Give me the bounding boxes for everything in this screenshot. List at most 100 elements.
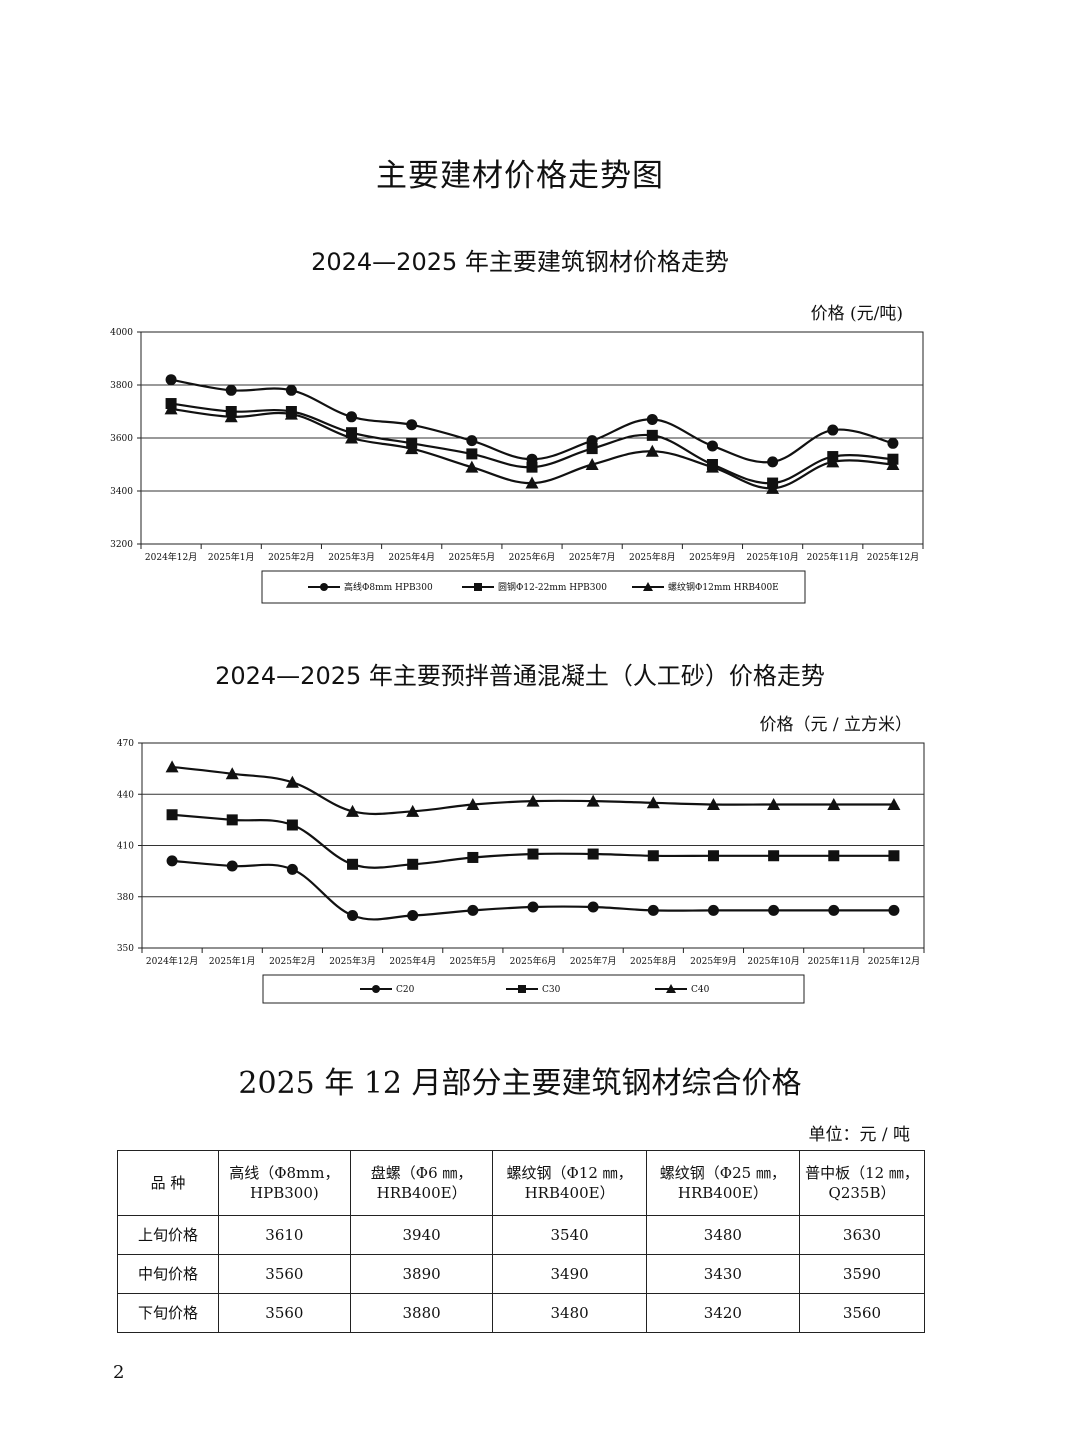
data-point-triangle (466, 798, 480, 810)
data-point-triangle (827, 798, 841, 810)
data-point-circle (647, 904, 659, 916)
data-point-square (828, 850, 840, 862)
legend-label: 圆钢Φ12-22mm HPB300 (498, 581, 607, 593)
data-point-triangle (525, 476, 539, 489)
page-title: 主要建材价格走势图 (376, 158, 664, 194)
table-cell: 中旬价格 (117, 1254, 219, 1294)
data-point-triangle (164, 402, 178, 415)
data-point-circle (166, 855, 178, 867)
data-point-square (647, 850, 659, 862)
data-point-circle (706, 440, 718, 452)
data-point-triangle (767, 798, 781, 810)
table-cell: 3480 (645, 1215, 801, 1255)
data-point-triangle (165, 760, 179, 773)
y-tick-label: 410 (117, 842, 134, 852)
data-point-square (587, 848, 599, 860)
table-cell: 3590 (799, 1254, 925, 1294)
data-point-triangle (345, 431, 359, 444)
table-cell: 3560 (218, 1293, 351, 1333)
x-tick-label: 2025年3月 (329, 955, 376, 967)
series-line (171, 765, 894, 816)
legend-box (262, 974, 805, 1004)
data-point-triangle (886, 458, 900, 470)
data-point-triangle (284, 407, 298, 420)
table-row: 中旬价格 3560 3890 3490 3430 3590 (117, 1254, 925, 1294)
steel-chart-title: 2024—2025 年主要建筑钢材价格走势 (311, 248, 729, 276)
data-point-triangle (585, 458, 599, 470)
legend-label: C20 (396, 985, 415, 995)
steel-price-table: 品 种 高线（Φ8mm，HPB300) 盘螺（Φ6 ㎜，HRB400E） 螺纹钢… (117, 1150, 925, 1333)
legend-label: C30 (542, 985, 561, 995)
table-header-cell: 品 种 (117, 1150, 219, 1216)
data-point-circle (828, 904, 840, 916)
data-point-square (526, 461, 538, 473)
y-tick-label: 470 (117, 739, 134, 749)
data-point-square (407, 858, 419, 870)
table-header-cell: 普中板（12 ㎜，Q235B） (799, 1150, 925, 1216)
data-point-square (707, 850, 719, 862)
data-point-circle (285, 384, 297, 396)
legend-label: 螺纹钢Φ12mm HRB400E (668, 581, 779, 593)
y-tick-label: 350 (117, 944, 134, 954)
data-point-square (226, 814, 238, 826)
data-point-square (474, 583, 482, 591)
data-point-triangle (346, 804, 360, 817)
data-point-square (768, 850, 780, 862)
x-tick-label: 2025年4月 (389, 955, 436, 967)
data-point-circle (347, 910, 359, 922)
table-cell: 3420 (645, 1293, 801, 1333)
x-tick-label: 2024年12月 (146, 955, 198, 967)
x-tick-label: 2025年5月 (450, 955, 497, 967)
data-point-square (518, 985, 526, 993)
x-tick-label: 2025年2月 (268, 551, 315, 563)
series-line (171, 813, 894, 869)
data-point-circle (767, 456, 779, 468)
x-tick-label: 2025年2月 (269, 955, 316, 967)
data-point-triangle (646, 796, 660, 809)
x-tick-label: 2025年12月 (868, 955, 920, 967)
x-tick-label: 2025年9月 (690, 955, 737, 967)
table-row: 上旬价格 3610 3940 3540 3480 3630 (117, 1215, 925, 1255)
x-tick-label: 2025年6月 (509, 551, 556, 563)
x-tick-label: 2025年3月 (328, 551, 375, 563)
data-point-circle (320, 583, 328, 591)
table-cell: 3610 (218, 1215, 351, 1255)
data-point-square (467, 851, 479, 863)
data-point-circle (887, 437, 899, 449)
data-point-triangle (225, 767, 239, 780)
x-tick-label: 2025年6月 (510, 955, 557, 967)
x-tick-label: 2025年4月 (388, 551, 435, 563)
table-cell: 下旬价格 (117, 1293, 219, 1333)
concrete-price-chart: 350 380 410 440 470 2024年12月 2025年1月 2025年2月 202… (117, 739, 925, 1004)
table-cell: 3880 (349, 1293, 494, 1333)
x-tick-label: 2025年9月 (689, 551, 736, 563)
data-point-circle (372, 985, 380, 993)
data-point-circle (346, 411, 358, 423)
y-tick-label: 3200 (110, 540, 133, 550)
data-point-triangle (526, 794, 540, 807)
x-tick-label: 2025年10月 (747, 955, 799, 967)
table-header-cell: 盘螺（Φ6 ㎜，HRB400E） (349, 1150, 494, 1216)
data-point-square (286, 819, 298, 831)
steel-table-unit: 单位：元 / 吨 (808, 1125, 910, 1145)
data-point-circle (467, 904, 479, 916)
series-line (170, 378, 894, 464)
legend-box (261, 570, 806, 604)
x-tick-label: 2025年5月 (449, 551, 496, 563)
y-tick-label: 3600 (110, 434, 133, 444)
x-tick-label: 2025年8月 (630, 955, 677, 967)
data-point-circle (226, 860, 238, 872)
data-point-circle (768, 904, 780, 916)
data-point-circle (407, 910, 419, 922)
table-cell: 3490 (492, 1254, 647, 1294)
steel-table-title: 2025 年 12 月部分主要建筑钢材综合价格 (238, 1066, 802, 1101)
table-cell: 3890 (349, 1254, 494, 1294)
data-point-square (586, 443, 598, 455)
table-cell: 3560 (218, 1254, 351, 1294)
x-tick-label: 2025年1月 (209, 955, 256, 967)
table-cell: 3430 (645, 1254, 801, 1294)
series-line (170, 407, 893, 490)
steel-price-chart: 3200 3400 3600 3800 4000 2024年12月 2025年1月 2025年… (110, 328, 924, 604)
table-cell: 上旬价格 (117, 1215, 219, 1255)
x-tick-label: 2025年7月 (570, 955, 617, 967)
